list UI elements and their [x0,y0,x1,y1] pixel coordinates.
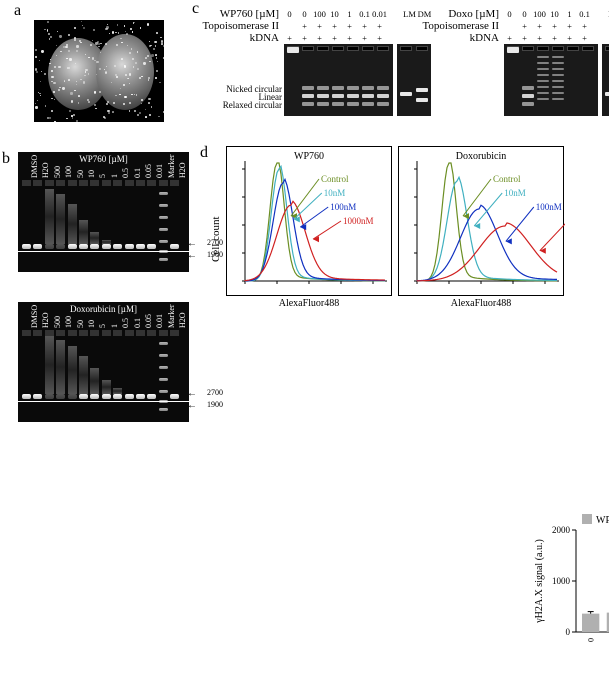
svg-text:Control: Control [321,174,349,184]
panel-b-label: b [2,150,10,168]
c-compound: WP760 [µM] [200,8,282,20]
lane-label: 5 [98,174,107,178]
decatenation-gel [284,44,393,116]
lane-label: 10 [87,320,96,328]
lane-label: H2O [41,312,50,328]
svg-text:100nM: 100nM [536,202,562,212]
lane-label: 5 [98,324,107,328]
lane-label: 0.5 [121,168,130,178]
c-kdna: kDNA [200,32,282,44]
lane-label: 50 [76,170,85,178]
lane-label: 0.05 [144,164,153,178]
lane-label: 0.01 [155,314,164,328]
flow-plot-wp760: WP760 Control10nM100nM1000nM [226,146,392,296]
lane-label: 100 [64,166,73,178]
bar-chart: WP760Doxorubicin010002000010100100001010… [530,512,609,674]
lane-label: 1 [110,174,119,178]
lane-label: 0.01 [155,164,164,178]
svg-text:100nM: 100nM [330,202,356,212]
svg-text:10nM: 10nM [324,188,346,198]
c-topo: Topoisomerase II [420,20,502,32]
svg-text:1000nM: 1000nM [343,216,374,226]
lane-label: Marker [167,154,176,178]
svg-text:Control: Control [493,174,521,184]
lane-label: 50 [76,320,85,328]
flow-right-xlabel: AlexaFluor488 [398,298,564,309]
c-kdna: kDNA [420,32,502,44]
lane-label: DMSO [30,305,39,328]
panel-b-container: WP760 [µM] DMSOH2O5001005010510.50.10.05… [18,152,189,428]
lane-label: 0.5 [121,318,130,328]
svg-text:1000: 1000 [552,576,571,586]
lane-label: DMSO [30,155,39,178]
gel-wp760: WP760 [µM] DMSOH2O5001005010510.50.10.05… [18,152,189,272]
panel-d-container: Cell count WP760 Control10nM100nM1000nM … [216,146,602,309]
svg-text:2000: 2000 [552,525,571,535]
panel-a-label: a [14,2,21,20]
panel-d-label: d [200,144,208,162]
lane-label: H2O [178,162,187,178]
microscopy-image: /*placeholder*/ [34,20,164,122]
lane-label: 0.1 [133,318,142,328]
lane-label: H2O [41,162,50,178]
lane-label: 1 [110,324,119,328]
lane-label: 500 [53,166,62,178]
svg-text:γH2A.X signal (a.u.): γH2A.X signal (a.u.) [534,539,545,624]
panel-c-label: c [192,0,199,18]
lane-label: 500 [53,316,62,328]
marker-gel [397,44,431,116]
flow-y-label: Cell count [210,216,222,262]
lane-label: H2O [178,312,187,328]
band-label: Relaxed circular [200,100,282,110]
marker-gel [602,44,609,116]
svg-text:10nM: 10nM [504,188,526,198]
svg-text:0: 0 [587,638,596,642]
lane-label: 0.05 [144,314,153,328]
lane-label: 100 [64,316,73,328]
svg-text:0: 0 [566,627,571,637]
decatenation-gel [504,44,598,116]
lane-label: 0.1 [133,168,142,178]
flow-left-xlabel: AlexaFluor488 [226,298,392,309]
gel-doxo: Doxorubicin [µM] DMSOH2O5001005010510.50… [18,302,189,422]
svg-text:WP760: WP760 [596,515,609,526]
c-topo: Topoisomerase II [200,20,282,32]
flow-plot-doxo: Doxorubicin Control10nM100nM1000nM [398,146,564,296]
lane-label: Marker [167,304,176,328]
lane-label: 10 [87,170,96,178]
c-compound: Doxo [µM] [420,8,502,20]
